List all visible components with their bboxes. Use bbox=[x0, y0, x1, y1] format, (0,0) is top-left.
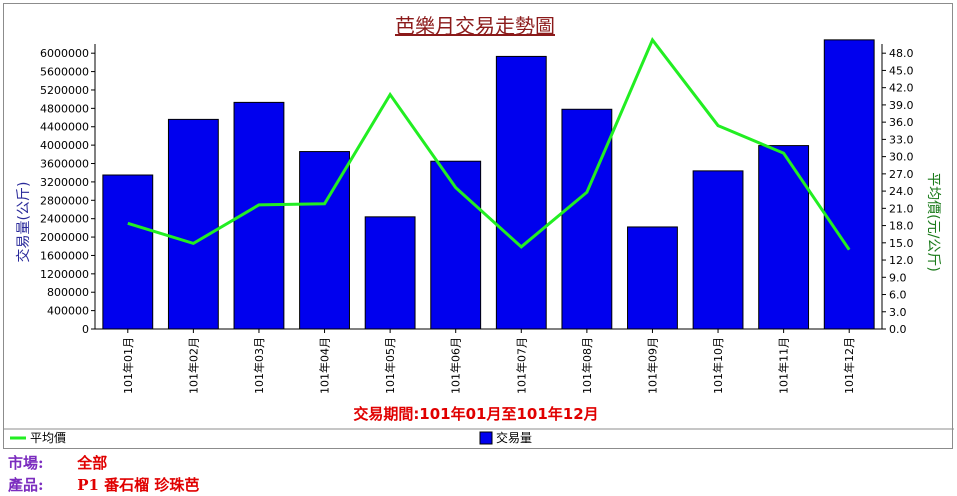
bar-trade-volume bbox=[299, 151, 350, 330]
y-left-tick-label: 800000 bbox=[47, 286, 89, 299]
y-left-tick-label: 1200000 bbox=[40, 268, 89, 281]
product-label: 產品: bbox=[8, 476, 44, 494]
y-right-tick-label: 48.0 bbox=[889, 47, 914, 60]
x-tick-label: 101年06月 bbox=[449, 337, 463, 394]
bar-trade-volume bbox=[758, 145, 810, 330]
x-tick-label: 101年03月 bbox=[252, 337, 266, 394]
y-left-tick-label: 2800000 bbox=[40, 194, 89, 207]
chart-title: 芭樂月交易走勢圖 bbox=[395, 15, 555, 38]
y-right-tick-label: 24.0 bbox=[889, 185, 914, 198]
x-tick-label: 101年12月 bbox=[842, 337, 856, 394]
bar-trade-volume bbox=[692, 170, 744, 330]
y-left-tick-label: 0 bbox=[82, 323, 89, 336]
y-left-tick-label: 4800000 bbox=[40, 102, 89, 115]
product-value: P1 番石榴 珍珠芭 bbox=[77, 476, 200, 494]
y-left-tick-label: 2000000 bbox=[40, 231, 89, 244]
y-right-tick-label: 18.0 bbox=[889, 220, 914, 233]
y-right-tick-label: 9.0 bbox=[889, 271, 907, 284]
legend-bar-swatch bbox=[479, 431, 493, 445]
plot-area: 0 400000 800000 1200000 1600000 2000000 240000… bbox=[40, 37, 914, 394]
market-value: 全部 bbox=[77, 454, 108, 472]
x-tick-label: 101年09月 bbox=[645, 337, 659, 394]
y-right-tick-label: 27.0 bbox=[889, 168, 914, 181]
y-right-tick-label: 33.0 bbox=[889, 133, 914, 146]
bar-trade-volume bbox=[102, 174, 154, 330]
y-left-tick-label: 5600000 bbox=[40, 66, 89, 79]
y-right-tick-label: 30.0 bbox=[889, 151, 914, 164]
y-left-tick-label: 6000000 bbox=[40, 47, 89, 60]
bar-trade-volume bbox=[561, 108, 613, 330]
y-right-tick-label: 42.0 bbox=[889, 82, 914, 95]
y-left-tick-label: 1600000 bbox=[40, 249, 89, 262]
y-right-tick-label: 39.0 bbox=[889, 99, 914, 112]
x-tick-label: 101年10月 bbox=[711, 337, 725, 394]
x-tick-label: 101年01月 bbox=[121, 337, 135, 394]
y-left-tick-label: 4000000 bbox=[40, 139, 89, 152]
y-left-tick-label: 3200000 bbox=[40, 176, 89, 189]
y-right-tick-label: 21.0 bbox=[889, 202, 914, 215]
y-right-tick-label: 36.0 bbox=[889, 116, 914, 129]
chart-svg: 芭樂月交易走勢圖 交易量(公斤) 平均價(元/公斤) 交易期間:101年01月至… bbox=[4, 15, 954, 445]
legend-bar-label: 交易量 bbox=[496, 430, 532, 445]
market-info-row: 市場: 全部 bbox=[8, 452, 107, 473]
y-right-tick-label: 45.0 bbox=[889, 64, 914, 77]
x-tick-label: 101年04月 bbox=[318, 337, 332, 394]
y-right-tick-label: 3.0 bbox=[889, 306, 907, 319]
x-tick-label: 101年07月 bbox=[514, 337, 528, 394]
line-average-price bbox=[127, 37, 851, 251]
x-tick-label: 101年11月 bbox=[777, 337, 791, 394]
x-tick-label: 101年08月 bbox=[580, 337, 594, 394]
bar-trade-volume bbox=[364, 216, 416, 330]
y-right-tick-label: 0.0 bbox=[889, 323, 907, 336]
y-axis-left-label: 交易量(公斤) bbox=[15, 182, 32, 263]
y-right-tick-label: 6.0 bbox=[889, 289, 907, 302]
legend: 平均價 交易量 bbox=[10, 430, 532, 445]
market-label: 市場: bbox=[8, 454, 44, 472]
bar-trade-volume bbox=[823, 39, 875, 330]
chart-frame: 芭樂月交易走勢圖 交易量(公斤) 平均價(元/公斤) 交易期間:101年01月至… bbox=[3, 3, 954, 449]
product-info-row: 產品: P1 番石榴 珍珠芭 bbox=[8, 474, 199, 495]
x-axis-label: 交易期間:101年01月至101年12月 bbox=[353, 405, 598, 423]
bar-trade-volume bbox=[495, 55, 547, 330]
x-tick-label: 101年02月 bbox=[186, 337, 200, 394]
bar-trade-volume bbox=[627, 226, 678, 330]
y-left-tick-label: 2400000 bbox=[40, 213, 89, 226]
bar-trade-volume bbox=[167, 118, 219, 330]
y-right-tick-label: 15.0 bbox=[889, 237, 914, 250]
y-right-tick-label: 12.0 bbox=[889, 254, 914, 267]
y-left-tick-label: 5200000 bbox=[40, 84, 89, 97]
y-left-tick-label: 4400000 bbox=[40, 121, 89, 134]
x-tick-label: 101年05月 bbox=[383, 337, 397, 394]
y-left-tick-label: 400000 bbox=[47, 305, 89, 318]
y-left-tick-label: 3600000 bbox=[40, 158, 89, 171]
y-axis-right-label: 平均價(元/公斤) bbox=[925, 172, 942, 272]
legend-line-label: 平均價 bbox=[30, 431, 66, 445]
